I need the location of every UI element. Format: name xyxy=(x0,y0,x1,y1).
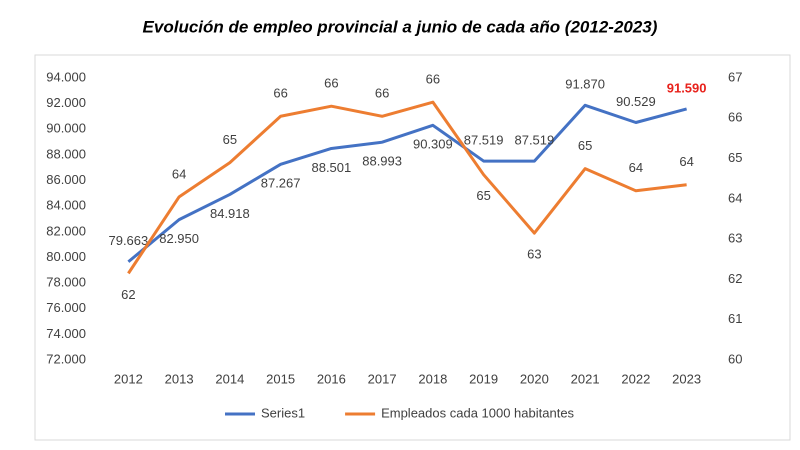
data-label: 88.993 xyxy=(362,154,402,169)
x-tick-label: 2023 xyxy=(672,371,701,386)
y-tick-label: 76.000 xyxy=(46,300,86,315)
data-label: 63 xyxy=(527,247,541,262)
x-tick-label: 2018 xyxy=(418,371,447,386)
chart-title: Evolución de empleo provincial a junio d… xyxy=(143,17,658,36)
y-tick-label: 72.000 xyxy=(46,351,86,366)
data-label: 87.519 xyxy=(514,133,554,148)
x-tick-label: 2016 xyxy=(317,371,346,386)
series-line xyxy=(127,103,688,263)
series-line xyxy=(127,100,687,275)
data-label: 62 xyxy=(121,287,135,302)
data-label: 66 xyxy=(324,76,338,91)
y2-tick-label: 60 xyxy=(728,351,742,366)
y-tick-label: 74.000 xyxy=(46,326,86,341)
data-label: 65 xyxy=(578,138,592,153)
y-tick-label: 84.000 xyxy=(46,198,86,213)
y2-tick-label: 67 xyxy=(728,69,742,84)
y2-tick-label: 64 xyxy=(728,190,742,205)
x-tick-label: 2020 xyxy=(520,371,549,386)
y2-tick-label: 63 xyxy=(728,231,742,246)
data-label: 64 xyxy=(172,166,186,181)
data-label: 87.519 xyxy=(464,133,504,148)
data-label: 64 xyxy=(679,154,693,169)
data-label: 91.590 xyxy=(667,80,707,95)
data-label: 90.309 xyxy=(413,137,453,152)
y2-tick-label: 65 xyxy=(728,150,742,165)
y-tick-label: 82.000 xyxy=(46,223,86,238)
data-label: 88.501 xyxy=(311,160,351,175)
x-tick-label: 2015 xyxy=(266,371,295,386)
data-label: 66 xyxy=(273,86,287,101)
y-tick-label: 86.000 xyxy=(46,172,86,187)
y-tick-label: 88.000 xyxy=(46,146,86,161)
data-label: 65 xyxy=(476,188,490,203)
data-label: 66 xyxy=(375,86,389,101)
y-tick-label: 94.000 xyxy=(46,69,86,84)
x-tick-label: 2022 xyxy=(621,371,650,386)
y2-tick-label: 62 xyxy=(728,271,742,286)
data-label: 90.529 xyxy=(616,94,656,109)
chart-frame xyxy=(34,54,791,441)
data-label: 84.918 xyxy=(210,206,250,221)
data-label: 65 xyxy=(223,132,237,147)
data-label: 82.950 xyxy=(159,231,199,246)
x-tick-label: 2017 xyxy=(368,371,397,386)
x-tick-label: 2012 xyxy=(114,371,143,386)
legend-label: Series1 xyxy=(261,405,305,420)
y-tick-label: 92.000 xyxy=(46,95,86,110)
y-tick-label: 90.000 xyxy=(46,121,86,136)
data-label: 91.870 xyxy=(565,77,605,92)
x-tick-label: 2013 xyxy=(165,371,194,386)
data-label: 79.663 xyxy=(108,233,148,248)
legend-label: Empleados cada 1000 habitantes xyxy=(381,405,574,420)
x-tick-label: 2021 xyxy=(571,371,600,386)
data-label: 87.267 xyxy=(261,176,301,191)
y2-tick-label: 61 xyxy=(728,311,742,326)
data-label: 66 xyxy=(426,72,440,87)
y-tick-label: 80.000 xyxy=(46,249,86,264)
x-tick-label: 2019 xyxy=(469,371,498,386)
x-tick-label: 2014 xyxy=(215,371,244,386)
data-label: 64 xyxy=(629,160,643,175)
y-tick-label: 78.000 xyxy=(46,275,86,290)
y2-tick-label: 66 xyxy=(728,110,742,125)
